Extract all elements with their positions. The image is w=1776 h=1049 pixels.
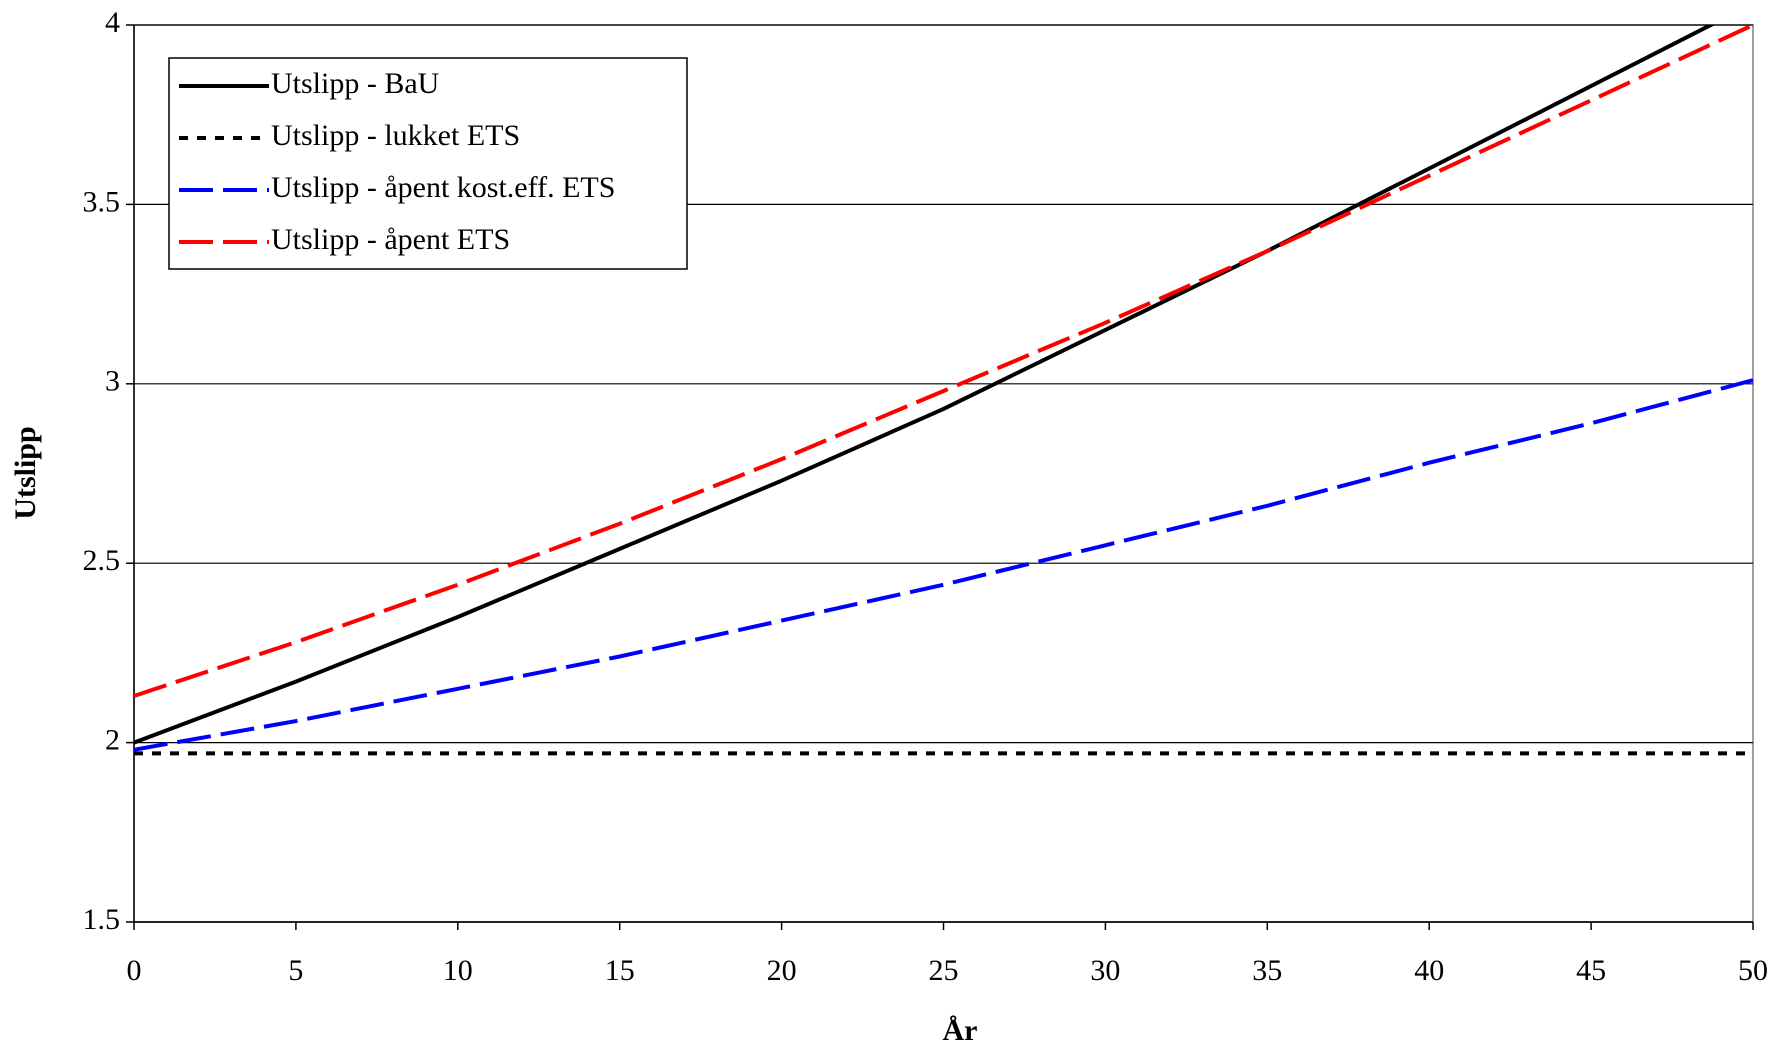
y-tick-label: 2 [105,723,120,756]
y-tick-label: 3.5 [83,185,121,218]
x-tick-label: 0 [127,954,142,987]
y-tick-label: 4 [105,6,120,39]
x-tick-label: 25 [929,954,959,987]
x-tick-label: 35 [1252,954,1282,987]
x-axis-label: År [943,1014,978,1047]
page: År Utslipp 1.522.533.5405101520253035404… [0,0,1776,1049]
x-tick-label: 15 [605,954,635,987]
x-tick-label: 50 [1738,954,1768,987]
legend-label: Utslipp - lukket ETS [271,119,520,152]
y-tick-label: 3 [105,365,120,398]
y-tick-label: 2.5 [83,544,121,577]
x-tick-label: 45 [1576,954,1606,987]
y-tick-label: 1.5 [83,903,121,936]
x-tick-label: 40 [1414,954,1444,987]
x-tick-label: 30 [1090,954,1120,987]
legend-label: Utslipp - åpent ETS [271,223,510,256]
x-tick-label: 5 [288,954,303,987]
legend-label: Utslipp - åpent kost.eff. ETS [271,171,615,204]
chart: År Utslipp 1.522.533.5405101520253035404… [0,0,1776,1049]
legend-label: Utslipp - BaU [271,67,440,100]
x-tick-label: 10 [443,954,473,987]
x-tick-label: 20 [767,954,797,987]
y-axis-label: Utslipp [9,426,42,519]
